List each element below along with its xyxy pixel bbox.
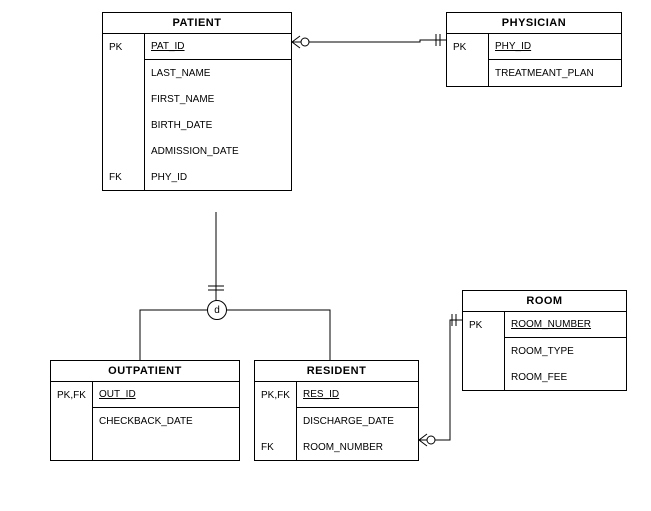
entity-title: PHYSICIAN <box>447 13 621 34</box>
attr-cell: ROOM_NUMBER <box>505 312 626 338</box>
key-cell <box>463 364 504 390</box>
attr-column: PHY_ID TREATMEANT_PLAN <box>489 34 621 86</box>
entity-patient: PATIENT PK FK PAT_ID LAST_NAME FIRST_NAM… <box>102 12 292 191</box>
key-cell: FK <box>255 434 296 460</box>
key-cell <box>463 338 504 364</box>
key-cell <box>255 408 296 434</box>
key-column: PK,FK FK <box>255 382 297 460</box>
key-cell <box>103 86 144 112</box>
key-column: PK,FK <box>51 382 93 460</box>
key-column: PK FK <box>103 34 145 190</box>
attr-cell <box>93 434 239 460</box>
entity-title: PATIENT <box>103 13 291 34</box>
entity-resident: RESIDENT PK,FK FK RES_ID DISCHARGE_DATE … <box>254 360 419 461</box>
attr-cell: FIRST_NAME <box>145 86 291 112</box>
entity-title: OUTPATIENT <box>51 361 239 382</box>
entity-outpatient: OUTPATIENT PK,FK OUT_ID CHECKBACK_DATE <box>50 360 240 461</box>
key-column: PK <box>463 312 505 390</box>
key-cell <box>51 434 92 460</box>
key-cell: PK <box>103 34 144 60</box>
attr-cell: TREATMEANT_PLAN <box>489 60 621 86</box>
attr-cell: PHY_ID <box>145 164 291 190</box>
attr-cell: ROOM_TYPE <box>505 338 626 364</box>
key-cell: PK <box>447 34 488 60</box>
attr-column: RES_ID DISCHARGE_DATE ROOM_NUMBER <box>297 382 418 460</box>
attr-cell: PHY_ID <box>489 34 621 60</box>
key-column: PK <box>447 34 489 86</box>
key-cell: PK,FK <box>51 382 92 408</box>
entity-physician: PHYSICIAN PK PHY_ID TREATMEANT_PLAN <box>446 12 622 87</box>
key-cell <box>447 60 488 86</box>
inheritance-label: d <box>214 305 220 316</box>
attr-cell: BIRTH_DATE <box>145 112 291 138</box>
attr-column: PAT_ID LAST_NAME FIRST_NAME BIRTH_DATE A… <box>145 34 291 190</box>
attr-cell: CHECKBACK_DATE <box>93 408 239 434</box>
key-cell: PK,FK <box>255 382 296 408</box>
key-cell <box>103 60 144 86</box>
key-cell <box>103 138 144 164</box>
attr-column: OUT_ID CHECKBACK_DATE <box>93 382 239 460</box>
attr-cell: DISCHARGE_DATE <box>297 408 418 434</box>
attr-column: ROOM_NUMBER ROOM_TYPE ROOM_FEE <box>505 312 626 390</box>
attr-cell: ROOM_NUMBER <box>297 434 418 460</box>
attr-cell: ADMISSION_DATE <box>145 138 291 164</box>
inheritance-symbol: d <box>207 300 227 320</box>
attr-cell: PAT_ID <box>145 34 291 60</box>
key-cell: FK <box>103 164 144 190</box>
attr-cell: LAST_NAME <box>145 60 291 86</box>
entity-title: ROOM <box>463 291 626 312</box>
attr-cell: ROOM_FEE <box>505 364 626 390</box>
key-cell: PK <box>463 312 504 338</box>
key-cell <box>51 408 92 434</box>
attr-cell: OUT_ID <box>93 382 239 408</box>
entity-room: ROOM PK ROOM_NUMBER ROOM_TYPE ROOM_FEE <box>462 290 627 391</box>
key-cell <box>103 112 144 138</box>
attr-cell: RES_ID <box>297 382 418 408</box>
entity-title: RESIDENT <box>255 361 418 382</box>
